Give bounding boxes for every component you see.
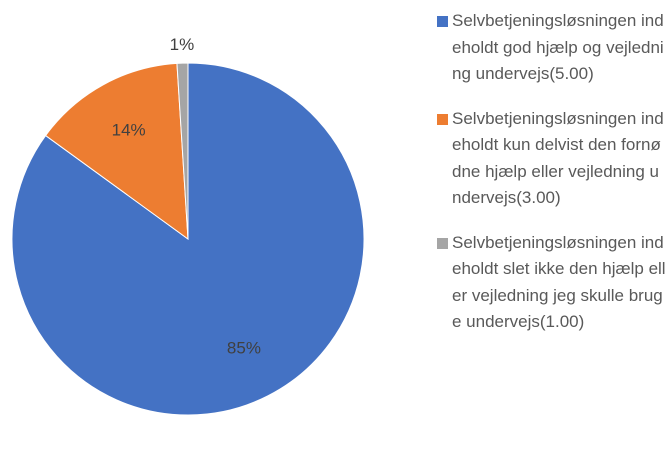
pie-area: 85% 14% 1%	[11, 35, 365, 416]
legend-label: Selvbetjeningsløsningen indeholdt slet i…	[452, 232, 666, 332]
legend-item: Selvbetjeningsløsningen indeholdt kun de…	[434, 106, 667, 212]
pie-slice	[176, 62, 189, 240]
legend-item: Selvbetjeningsløsningen indeholdt god hj…	[434, 8, 667, 88]
legend-item: Selvbetjeningsløsningen indeholdt slet i…	[434, 230, 667, 336]
legend: Selvbetjeningsløsningen indeholdt god hj…	[434, 8, 669, 354]
pie-slice	[11, 62, 365, 416]
data-label: 85%	[227, 338, 261, 357]
data-label: 1%	[170, 35, 195, 54]
legend-swatch	[437, 237, 448, 249]
legend-label: Selvbetjeningsløsningen indeholdt god hj…	[452, 11, 664, 83]
legend-swatch	[437, 16, 448, 27]
legend-swatch	[437, 113, 448, 125]
data-label: 14%	[112, 121, 146, 140]
pie-slice	[44, 62, 189, 241]
legend-label: Selvbetjeningsløsningen indeholdt kun de…	[452, 108, 664, 208]
